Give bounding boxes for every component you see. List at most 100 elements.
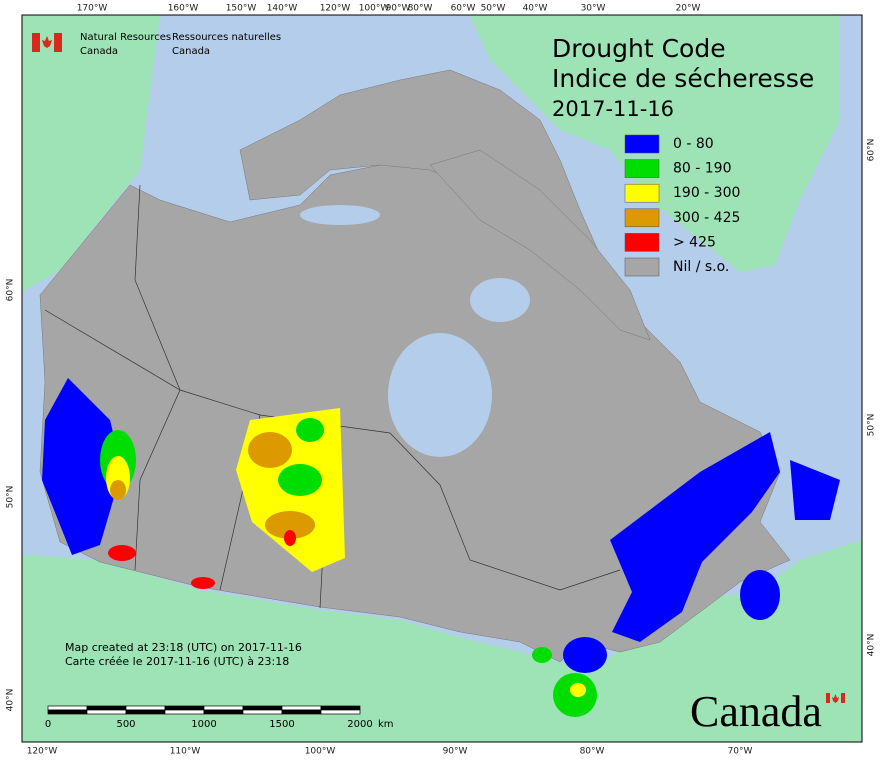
legend-label: 0 - 80	[673, 136, 714, 152]
drought-area	[248, 432, 292, 468]
flag-bar	[841, 693, 845, 703]
latitude-label: 50°N	[6, 486, 16, 509]
longitude-label: 20°W	[676, 4, 701, 14]
legend: 0 - 80 80 - 190 190 - 300 300 - 425 > 425 Nil…	[624, 134, 740, 277]
frame-border	[21, 14, 863, 743]
longitude-label: 100°W	[359, 4, 390, 14]
legend-swatch	[624, 159, 660, 178]
graticule-labels: 170°W 160°W 150°W 140°W 120°W 100°W90°W80°W 60…	[6, 4, 877, 757]
legend-swatch	[624, 183, 660, 203]
scale-segment	[242, 709, 283, 715]
longitude-label: 90°W	[443, 747, 468, 757]
scale-unit: km	[378, 719, 394, 730]
scale-segment	[281, 709, 322, 715]
drought-area	[740, 570, 780, 620]
agency-name: Ressources naturelles	[172, 32, 281, 43]
flag-bar	[32, 33, 40, 52]
longitude-label: 150°W	[226, 4, 257, 14]
latitude-label: 40°N	[867, 634, 877, 657]
scale-segment	[47, 709, 88, 715]
drought-area	[532, 647, 552, 663]
drought-area	[110, 480, 126, 500]
drought-area	[610, 432, 780, 642]
scale-segment	[164, 709, 205, 715]
scale-segment	[320, 705, 361, 711]
longitude-label: 80°W	[580, 747, 605, 757]
latitude-label: 60°N	[6, 279, 16, 302]
scale-segment	[86, 709, 127, 715]
boundary	[44, 309, 621, 591]
scale-segment	[164, 705, 205, 711]
title: Drought Code	[552, 34, 726, 63]
scale-label: 1000	[191, 719, 216, 730]
drought-area	[191, 577, 215, 589]
scale-segment	[125, 709, 166, 715]
longitude-label: 120°W	[320, 4, 351, 14]
drought-area	[570, 683, 586, 697]
baffin-island	[429, 149, 651, 341]
drought-area	[296, 418, 324, 442]
longitude-label: 90°W	[386, 4, 411, 14]
flag-leaf	[42, 36, 52, 48]
legend-label: Nil / s.o.	[673, 259, 729, 275]
latitude-label: 50°N	[867, 414, 877, 437]
flag-bar	[826, 693, 830, 703]
united-states	[22, 540, 862, 742]
scale-label: 0	[45, 719, 51, 730]
flag-leaf	[832, 694, 839, 703]
title: Indice de sécheresse	[552, 64, 814, 93]
scale-label: 2000	[347, 719, 372, 730]
drought-area	[42, 378, 122, 555]
map-date: 2017-11-16	[552, 97, 674, 121]
agency-name: Natural Resources	[80, 32, 171, 43]
note: Carte créée le 2017-11-16 (UTC) à 23:18	[65, 655, 289, 668]
agency-signature: Natural Resources Canada Ressources natu…	[32, 32, 281, 57]
legend-swatch	[624, 208, 660, 228]
drought-area	[265, 511, 315, 539]
alaska	[22, 15, 160, 292]
drought-area	[108, 545, 136, 561]
flag-bar	[54, 33, 62, 52]
longitude-label: 50°W	[481, 4, 506, 14]
agency-name: Canada	[172, 46, 210, 57]
scale-label: 1500	[269, 719, 294, 730]
map-frame	[21, 14, 863, 743]
boundary	[134, 184, 181, 571]
scale-segment	[203, 709, 244, 715]
latitude-label: 40°N	[6, 689, 16, 712]
scale-segment	[125, 705, 166, 711]
hudson-bay	[388, 333, 492, 457]
legend-swatch	[624, 134, 660, 154]
longitude-label: 30°W	[581, 4, 606, 14]
longitude-label: 60°W	[451, 4, 476, 14]
channel	[300, 205, 380, 225]
note: Map created at 23:18 (UTC) on 2017-11-16	[65, 641, 302, 654]
legend-label: 300 - 425	[673, 210, 740, 226]
longitude-label: 100°W	[305, 747, 336, 757]
legend-swatch	[624, 257, 660, 277]
drought-area	[790, 460, 840, 520]
longitude-label: 160°W	[168, 4, 199, 14]
scale-segment	[281, 705, 322, 711]
agency-name: Canada	[80, 46, 118, 57]
longitude-label: 140°W	[267, 4, 298, 14]
longitude-label: 80°W	[408, 4, 433, 14]
scale-label: 500	[116, 719, 135, 730]
longitude-label: 110°W	[170, 747, 201, 757]
legend-swatch	[624, 233, 660, 252]
scale-segment	[203, 705, 244, 711]
foxe-basin	[470, 278, 530, 322]
scale-segment	[47, 705, 88, 711]
drought-area	[563, 637, 607, 673]
legend-label: 80 - 190	[673, 161, 732, 177]
scale-segment	[320, 709, 361, 715]
canada-wordmark: Canada	[690, 687, 822, 736]
scale-segment	[242, 705, 283, 711]
latitude-label: 60°N	[867, 139, 877, 162]
scale-segment	[86, 705, 127, 711]
drought-area	[284, 530, 296, 546]
legend-label: > 425	[673, 234, 716, 250]
longitude-label: 70°W	[728, 747, 753, 757]
longitude-label: 40°W	[523, 4, 548, 14]
scale-bar: 0 500 1000 1500 2000 km	[45, 705, 394, 730]
